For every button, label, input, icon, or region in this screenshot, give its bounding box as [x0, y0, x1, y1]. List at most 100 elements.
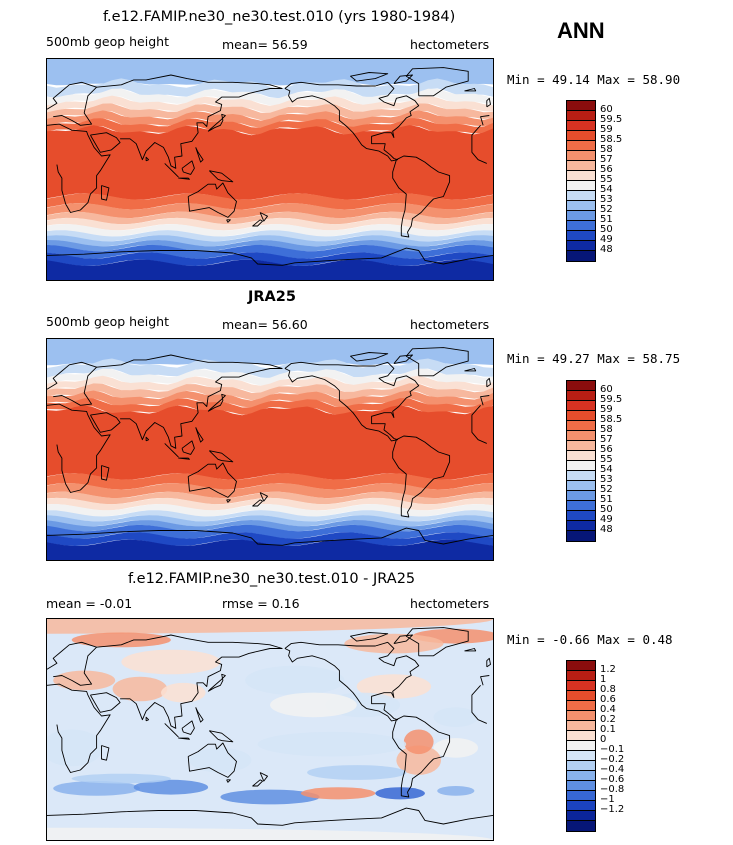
colorbar-label: 56 — [600, 164, 613, 175]
colorbar-label: 54 — [600, 464, 613, 475]
coastline — [464, 648, 477, 652]
colorbar-swatch — [567, 381, 595, 391]
colorbar-label: 52 — [600, 484, 613, 495]
coastline — [101, 185, 110, 201]
anomaly-region — [189, 747, 252, 773]
coastline — [195, 707, 204, 723]
coastline — [145, 436, 150, 442]
coastline — [164, 443, 179, 458]
anomaly-region — [356, 674, 432, 699]
colorbar-swatch — [567, 221, 595, 231]
panel3-colorbar — [566, 660, 596, 832]
colorbar-label: 49 — [600, 234, 613, 245]
panel2-map-svg — [47, 339, 493, 560]
contour-band — [47, 252, 493, 266]
colorbar-label: 55 — [600, 174, 613, 185]
coastline — [259, 212, 268, 222]
coastline — [486, 657, 491, 668]
colorbar-label: 0.4 — [600, 704, 616, 715]
colorbar-swatch — [567, 691, 595, 701]
colorbar-label: −0.4 — [600, 764, 625, 775]
anomaly-region — [433, 707, 479, 727]
colorbar-label: 56 — [600, 444, 613, 455]
colorbar-label: 50 — [600, 224, 613, 235]
contour-band — [47, 368, 493, 386]
contour-band — [47, 539, 493, 560]
coastline — [47, 81, 490, 126]
coastline — [47, 807, 493, 826]
coastline — [90, 692, 121, 713]
colorbar-label: 57 — [600, 154, 613, 165]
coastline — [181, 440, 195, 455]
coastline — [393, 634, 413, 645]
anomaly-region — [396, 745, 442, 775]
colorbar-label: 58.5 — [600, 414, 623, 425]
colorbar-label: 0.1 — [600, 724, 616, 735]
coastline — [96, 354, 283, 369]
coastline — [252, 499, 264, 507]
colorbar-label: 58 — [600, 424, 613, 435]
anomaly-region — [403, 729, 434, 755]
coastline — [47, 247, 493, 266]
colorbar-swatch — [567, 531, 595, 541]
colorbar-swatch — [567, 451, 595, 461]
coastline — [405, 67, 469, 97]
coastline — [120, 368, 283, 449]
panel1-map — [46, 58, 494, 281]
colorbar-swatch — [567, 151, 595, 161]
colorbar-label: 51 — [600, 214, 613, 225]
colorbar-swatch — [567, 391, 595, 401]
colorbar-swatch — [567, 401, 595, 411]
contour-band — [47, 375, 493, 393]
coastline — [178, 457, 190, 460]
coastline — [464, 368, 477, 372]
panel3-units: hectometers — [410, 596, 490, 611]
coastline — [252, 219, 264, 227]
coastline — [145, 716, 150, 722]
colorbar-swatch — [567, 171, 595, 181]
coastline — [208, 170, 234, 183]
contour-band — [47, 110, 493, 128]
colorbar-swatch — [567, 781, 595, 791]
colorbar-label: 59.5 — [600, 394, 623, 405]
colorbar-label: 53 — [600, 194, 613, 205]
coastline — [464, 88, 477, 92]
contour-band — [47, 483, 493, 499]
colorbar-label: 48 — [600, 244, 613, 255]
panel2-minmax: Min = 49.27 Max = 58.75 — [507, 351, 681, 366]
colorbar-swatch — [567, 441, 595, 451]
colorbar-swatch — [567, 711, 595, 721]
colorbar-swatch — [567, 161, 595, 171]
contour-band — [47, 491, 493, 505]
colorbar-swatch — [567, 811, 595, 821]
anomaly-region — [133, 779, 209, 795]
colorbar-label: 49 — [600, 514, 613, 525]
panel1-mean: mean= 56.59 — [222, 37, 308, 52]
anomaly-region — [161, 682, 206, 703]
coastline — [187, 742, 237, 778]
colorbar-swatch — [567, 761, 595, 771]
colorbar-swatch — [567, 661, 595, 671]
colorbar-swatch — [567, 771, 595, 781]
panel1-units: hectometers — [410, 37, 490, 52]
coastline — [120, 648, 283, 729]
coastline — [284, 81, 420, 162]
contour-band — [47, 211, 493, 225]
coastline — [350, 632, 389, 642]
colorbar-swatch — [567, 211, 595, 221]
contour-band — [47, 193, 493, 210]
contour-band — [47, 240, 493, 252]
colorbar-swatch — [567, 231, 595, 241]
colorbar-label: 0.2 — [600, 714, 616, 725]
colorbar-swatch — [567, 431, 595, 441]
panel1-colorbar — [566, 100, 596, 262]
colorbar-swatch — [567, 241, 595, 251]
colorbar-label: −0.8 — [600, 784, 625, 795]
panel2-mean: mean= 56.60 — [222, 317, 308, 332]
colorbar-label: −1 — [600, 794, 615, 805]
coastline — [187, 182, 237, 218]
panel1-map-svg — [47, 59, 493, 280]
coastline — [226, 779, 231, 783]
colorbar-swatch — [567, 141, 595, 151]
coastline — [226, 219, 231, 223]
